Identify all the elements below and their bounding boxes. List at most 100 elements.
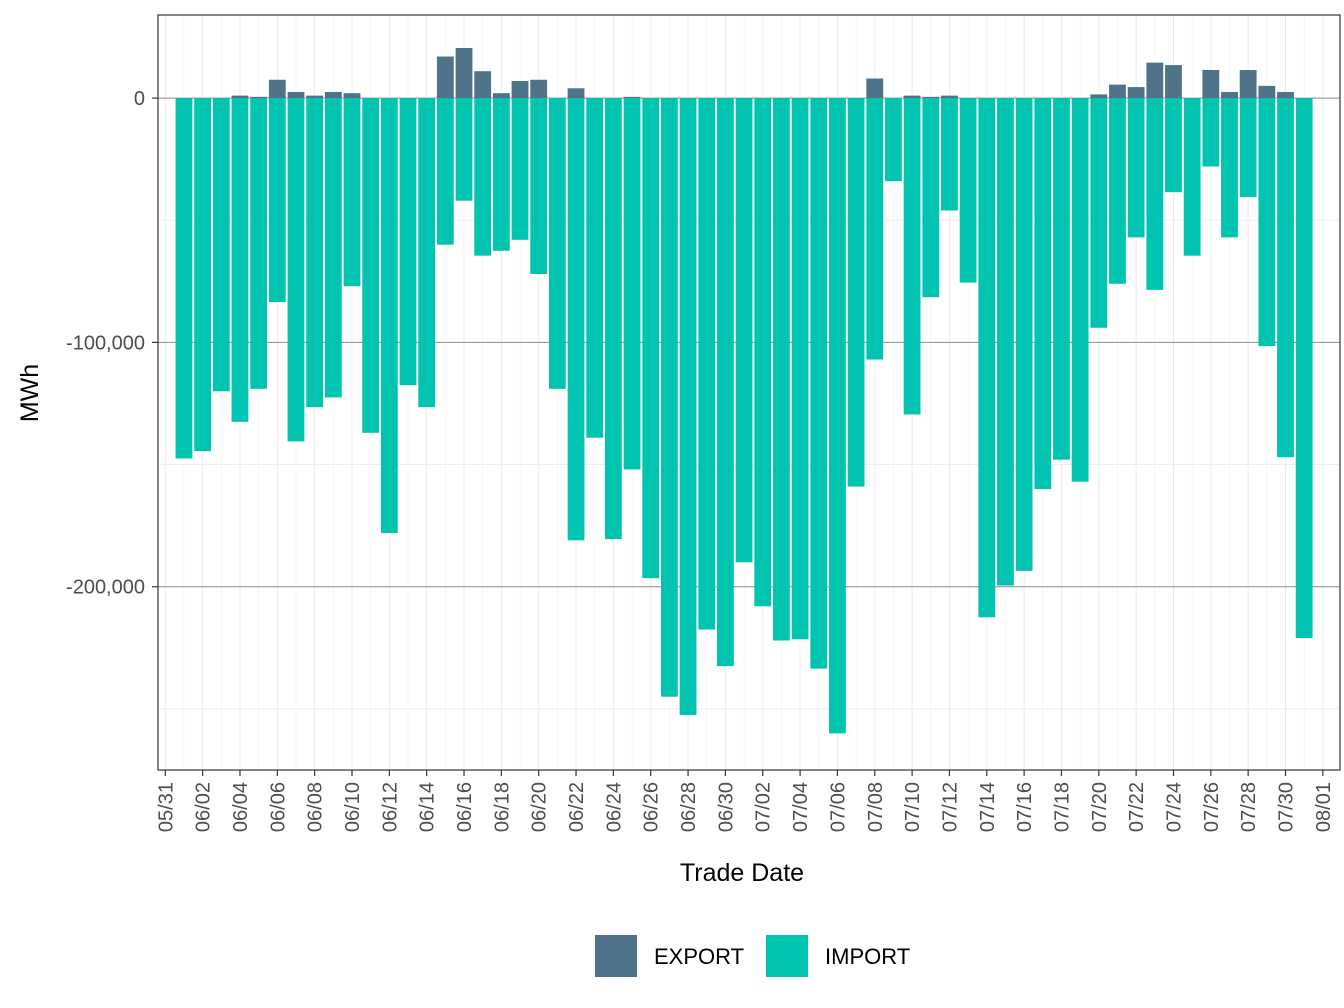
bar-export-06-10	[343, 93, 361, 99]
bar-import-07-31	[1295, 98, 1313, 639]
bar-import-06-15	[436, 98, 454, 245]
bar-export-07-28	[1239, 69, 1257, 99]
bar-export-07-10	[903, 95, 921, 99]
bar-import-06-14	[418, 98, 436, 408]
bar-export-07-11	[922, 96, 940, 99]
x-tick-label: 07/12	[939, 782, 961, 832]
bar-import-06-26	[642, 98, 660, 579]
bar-import-06-08	[306, 98, 324, 408]
x-tick-label: 06/10	[342, 782, 364, 832]
bar-import-07-11	[922, 98, 940, 298]
legend: EXPORT IMPORT	[595, 935, 910, 977]
bar-export-06-06	[268, 79, 286, 99]
x-tick-label: 06/16	[454, 782, 476, 832]
x-tick-label: 07/20	[1089, 782, 1111, 832]
bar-import-06-02	[194, 98, 212, 452]
bar-export-06-04	[231, 95, 249, 99]
x-tick-label: 08/01	[1313, 782, 1335, 832]
bar-import-06-23	[586, 98, 604, 438]
bar-import-06-07	[287, 98, 305, 442]
bar-import-07-16	[1015, 98, 1033, 571]
bar-import-06-28	[679, 98, 697, 716]
bar-export-06-17	[474, 71, 492, 99]
bar-import-06-01	[175, 98, 193, 459]
x-tick-label: 06/24	[603, 782, 625, 832]
bar-import-06-09	[324, 98, 342, 398]
x-tick-label: 06/18	[491, 782, 513, 832]
bar-import-06-21	[548, 98, 566, 389]
bar-import-06-03	[212, 98, 230, 392]
legend-label-export: EXPORT	[654, 944, 744, 969]
x-tick-label: 07/06	[827, 782, 849, 832]
bar-export-07-26	[1202, 69, 1220, 99]
bar-export-07-08	[866, 78, 884, 99]
bar-import-07-23	[1146, 98, 1164, 290]
bar-import-06-25	[623, 98, 641, 470]
bar-import-06-17	[474, 98, 492, 256]
bars	[175, 47, 1313, 734]
bar-export-06-22	[567, 88, 585, 99]
bar-import-06-24	[604, 98, 622, 540]
bar-export-07-27	[1221, 91, 1238, 99]
x-tick-label: 06/08	[305, 782, 327, 832]
y-axis-title: MWh	[16, 364, 44, 422]
bar-import-07-27	[1221, 98, 1238, 238]
bar-import-07-17	[1034, 98, 1052, 490]
bar-import-06-30	[717, 98, 734, 667]
bar-import-06-22	[567, 98, 585, 541]
bar-export-07-29	[1258, 85, 1276, 99]
x-tick-label: 06/22	[566, 782, 588, 832]
bar-export-07-24	[1165, 65, 1182, 99]
legend-label-import: IMPORT	[825, 944, 910, 969]
bar-import-07-14	[978, 98, 996, 618]
bar-import-06-11	[362, 98, 380, 433]
bar-import-06-10	[343, 98, 361, 287]
bar-import-07-04	[791, 98, 809, 640]
bar-import-07-09	[885, 98, 902, 182]
bar-import-06-18	[492, 98, 510, 251]
bar-import-07-15	[997, 98, 1014, 586]
x-tick-label: 06/26	[641, 782, 663, 832]
x-tick-label: 06/06	[267, 782, 289, 832]
bar-import-07-26	[1202, 98, 1220, 167]
x-tick-label: 07/26	[1201, 782, 1223, 832]
bar-import-07-08	[866, 98, 884, 360]
bar-import-06-27	[660, 98, 678, 697]
x-tick-label: 07/02	[753, 782, 775, 832]
bar-import-07-21	[1109, 98, 1126, 284]
bar-export-07-20	[1090, 94, 1108, 99]
x-tick-label: 06/30	[715, 782, 737, 832]
y-axis: 0 -100,000 -200,000	[66, 88, 158, 599]
y-tick-label: -200,000	[66, 577, 145, 599]
bar-import-06-19	[511, 98, 529, 240]
bar-import-06-16	[455, 98, 473, 201]
x-tick-label: 07/24	[1163, 782, 1185, 832]
y-tick-label: 0	[134, 88, 145, 110]
x-tick-label: 07/18	[1051, 782, 1073, 832]
bar-export-07-21	[1109, 84, 1126, 99]
bar-export-06-07	[287, 91, 305, 99]
x-tick-label: 06/12	[379, 782, 401, 832]
x-tick-label: 07/08	[865, 782, 887, 832]
x-tick-label: 06/20	[529, 782, 551, 832]
bar-import-07-22	[1127, 98, 1145, 238]
x-tick-label: 06/14	[417, 782, 439, 832]
bar-export-07-22	[1127, 87, 1145, 99]
bar-export-06-09	[324, 91, 342, 99]
x-axis: 05/31 06/02 06/04 06/06 06/08 06/10 06/12 06/14…	[155, 770, 1335, 832]
bar-import-06-06	[268, 98, 286, 303]
bar-import-07-05	[810, 98, 828, 669]
bar-export-07-30	[1277, 91, 1294, 99]
bar-import-07-02	[754, 98, 772, 607]
x-tick-label: 06/02	[193, 782, 215, 832]
bar-export-07-23	[1146, 62, 1164, 99]
bar-import-07-06	[829, 98, 846, 734]
x-tick-label: 06/28	[678, 782, 700, 832]
bar-import-07-10	[903, 98, 921, 415]
bar-import-06-12	[380, 98, 398, 533]
bar-import-07-03	[773, 98, 790, 641]
x-tick-label: 07/22	[1126, 782, 1148, 832]
bar-export-06-05	[250, 96, 268, 99]
bar-import-07-29	[1258, 98, 1276, 347]
